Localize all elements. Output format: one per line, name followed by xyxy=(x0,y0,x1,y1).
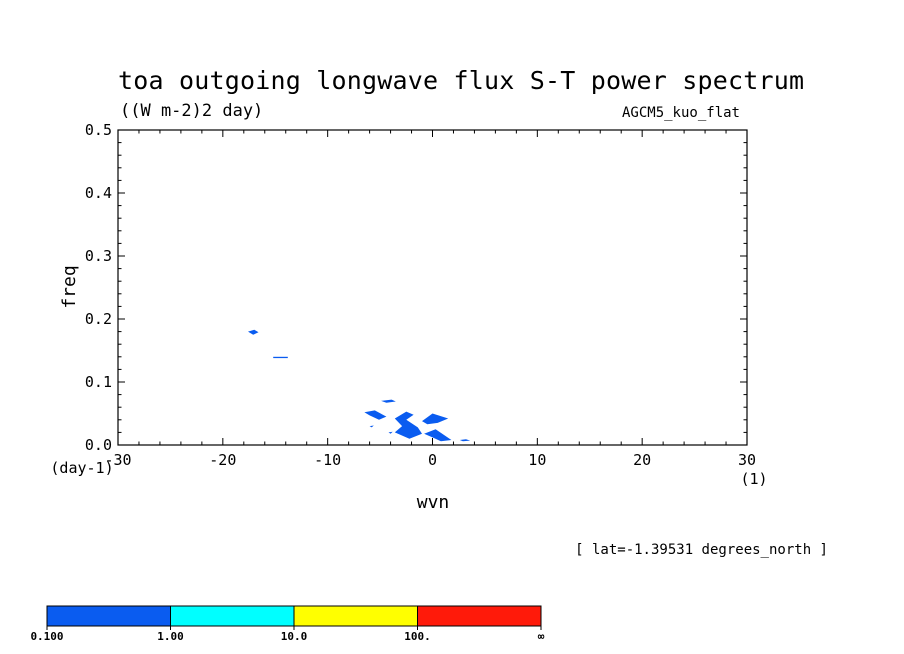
model-label: AGCM5_kuo_flat xyxy=(621,105,740,121)
x-tick-label: -20 xyxy=(209,451,236,469)
contour-region-7 xyxy=(388,431,393,434)
x-axis-label: wvn xyxy=(417,492,450,513)
y-axis-label: freq xyxy=(59,265,80,308)
contour-region-9 xyxy=(424,429,452,442)
y-unit-label: (day-1) xyxy=(50,459,113,477)
x-tick-label: 30 xyxy=(738,451,756,469)
x-tick-label: -30 xyxy=(104,451,131,469)
x-tick-labels: -30 -20 -10 0 10 20 30 xyxy=(104,451,756,469)
contour-region-1 xyxy=(248,329,259,335)
x-tick-label: -10 xyxy=(314,451,341,469)
colorbar: 0.100 1.00 10.0 100. ∞ xyxy=(30,605,545,643)
x-tick-label: 20 xyxy=(633,451,651,469)
plot-frame xyxy=(117,129,748,446)
colorbar-swatch xyxy=(46,605,171,627)
contour-region-6 xyxy=(394,411,422,439)
colorbar-label: ∞ xyxy=(538,630,545,643)
y-tick-label: 0.1 xyxy=(85,373,112,391)
contour-region-2 xyxy=(273,356,288,359)
colorbar-label: 100. xyxy=(404,630,431,643)
x-tick-label: 0 xyxy=(428,451,437,469)
minor-ticks xyxy=(118,130,747,445)
major-ticks xyxy=(117,129,748,446)
x-tick-label: 10 xyxy=(528,451,546,469)
y-tick-label: 0.0 xyxy=(85,436,112,454)
colorbar-swatch xyxy=(293,605,418,627)
y-tick-label: 0.5 xyxy=(85,121,112,139)
contour-region-5 xyxy=(369,425,374,428)
contour-region-4 xyxy=(364,410,387,420)
contour-regions xyxy=(248,329,471,442)
colorbar-label: 10.0 xyxy=(281,630,308,643)
x-unit-label: (1) xyxy=(740,470,767,488)
contour-region-8 xyxy=(422,413,449,425)
y-tick-labels: 0.0 0.1 0.2 0.3 0.4 0.5 xyxy=(85,121,112,454)
colorbar-swatch xyxy=(417,605,542,627)
colorbar-label: 0.100 xyxy=(30,630,63,643)
y-tick-label: 0.2 xyxy=(85,310,112,328)
colorbar-label: 1.00 xyxy=(157,630,184,643)
contour-region-10 xyxy=(459,439,471,442)
chart-title: toa outgoing longwave flux S-T power spe… xyxy=(118,66,805,95)
colorbar-swatch xyxy=(170,605,295,627)
latitude-info: [ lat=-1.39531 degrees_north ] xyxy=(575,542,828,558)
y-tick-label: 0.3 xyxy=(85,247,112,265)
contour-region-3 xyxy=(381,399,396,403)
y-tick-label: 0.4 xyxy=(85,184,112,202)
chart-subtitle: ((W m-2)2 day) xyxy=(120,101,264,121)
